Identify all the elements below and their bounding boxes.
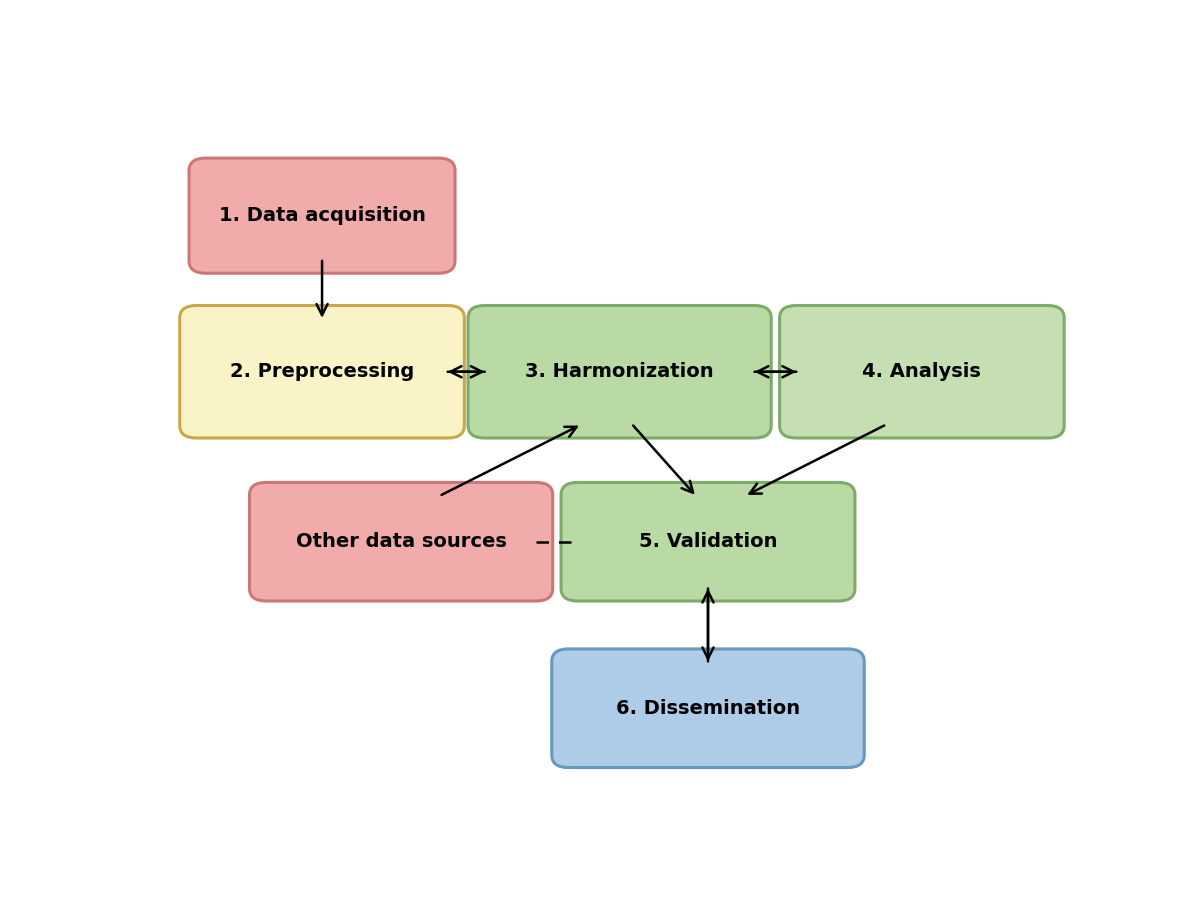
Text: 1. Data acquisition: 1. Data acquisition (218, 206, 426, 225)
Text: 6. Dissemination: 6. Dissemination (616, 699, 800, 718)
FancyBboxPatch shape (180, 305, 464, 438)
Text: 4. Analysis: 4. Analysis (863, 362, 982, 381)
Text: 5. Validation: 5. Validation (638, 532, 778, 551)
FancyBboxPatch shape (552, 649, 864, 768)
FancyBboxPatch shape (190, 158, 455, 273)
FancyBboxPatch shape (562, 482, 854, 601)
FancyBboxPatch shape (468, 305, 772, 438)
FancyBboxPatch shape (250, 482, 553, 601)
Text: 3. Harmonization: 3. Harmonization (526, 362, 714, 381)
FancyBboxPatch shape (780, 305, 1064, 438)
Text: Other data sources: Other data sources (295, 532, 506, 551)
Text: 2. Preprocessing: 2. Preprocessing (230, 362, 414, 381)
